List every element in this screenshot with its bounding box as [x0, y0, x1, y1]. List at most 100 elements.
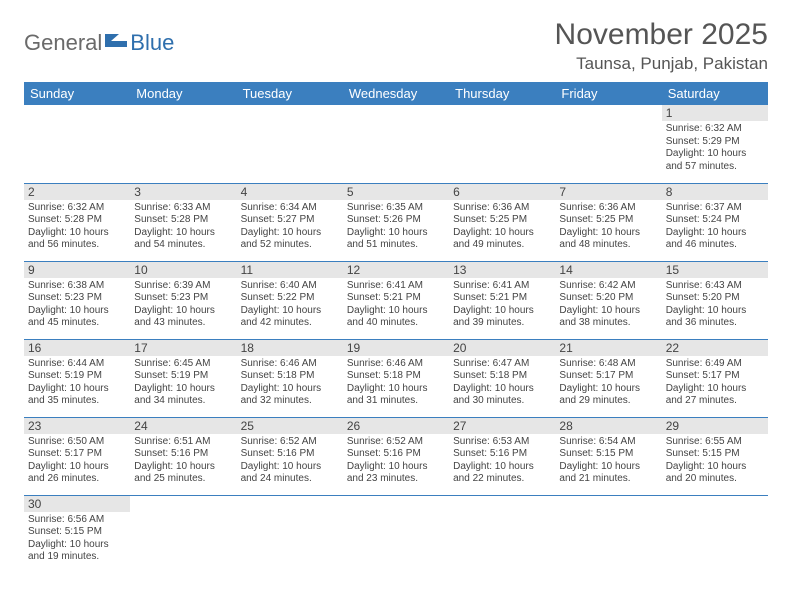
calendar-cell: 30Sunrise: 6:56 AMSunset: 5:15 PMDayligh… — [24, 495, 130, 573]
calendar-cell: 13Sunrise: 6:41 AMSunset: 5:21 PMDayligh… — [449, 261, 555, 339]
weekday-header: Monday — [130, 82, 236, 105]
day-details: Sunrise: 6:43 AMSunset: 5:20 PMDaylight:… — [662, 278, 768, 334]
day-number: 6 — [449, 184, 555, 200]
day-details: Sunrise: 6:40 AMSunset: 5:22 PMDaylight:… — [237, 278, 343, 334]
day-number: 27 — [449, 418, 555, 434]
calendar-cell: 14Sunrise: 6:42 AMSunset: 5:20 PMDayligh… — [555, 261, 661, 339]
calendar-cell: 18Sunrise: 6:46 AMSunset: 5:18 PMDayligh… — [237, 339, 343, 417]
calendar-cell: 11Sunrise: 6:40 AMSunset: 5:22 PMDayligh… — [237, 261, 343, 339]
calendar-cell — [24, 105, 130, 183]
day-number: 19 — [343, 340, 449, 356]
logo: General Blue — [24, 30, 174, 56]
calendar-cell: 12Sunrise: 6:41 AMSunset: 5:21 PMDayligh… — [343, 261, 449, 339]
day-number: 26 — [343, 418, 449, 434]
calendar-cell — [555, 105, 661, 183]
day-number: 17 — [130, 340, 236, 356]
weekday-header: Thursday — [449, 82, 555, 105]
weekday-header: Sunday — [24, 82, 130, 105]
day-number: 15 — [662, 262, 768, 278]
day-details: Sunrise: 6:45 AMSunset: 5:19 PMDaylight:… — [130, 356, 236, 412]
flag-icon — [105, 31, 127, 52]
day-details: Sunrise: 6:37 AMSunset: 5:24 PMDaylight:… — [662, 200, 768, 256]
calendar-cell: 20Sunrise: 6:47 AMSunset: 5:18 PMDayligh… — [449, 339, 555, 417]
logo-text-general: General — [24, 30, 102, 56]
calendar-cell — [237, 495, 343, 573]
calendar-cell: 21Sunrise: 6:48 AMSunset: 5:17 PMDayligh… — [555, 339, 661, 417]
day-number: 1 — [662, 105, 768, 121]
calendar-cell — [130, 105, 236, 183]
day-number: 7 — [555, 184, 661, 200]
calendar-cell: 29Sunrise: 6:55 AMSunset: 5:15 PMDayligh… — [662, 417, 768, 495]
day-details: Sunrise: 6:38 AMSunset: 5:23 PMDaylight:… — [24, 278, 130, 334]
day-details: Sunrise: 6:32 AMSunset: 5:29 PMDaylight:… — [662, 121, 768, 177]
calendar-cell — [662, 495, 768, 573]
day-details: Sunrise: 6:44 AMSunset: 5:19 PMDaylight:… — [24, 356, 130, 412]
weekday-header: Friday — [555, 82, 661, 105]
day-number: 13 — [449, 262, 555, 278]
day-details: Sunrise: 6:55 AMSunset: 5:15 PMDaylight:… — [662, 434, 768, 490]
day-details: Sunrise: 6:48 AMSunset: 5:17 PMDaylight:… — [555, 356, 661, 412]
day-details: Sunrise: 6:54 AMSunset: 5:15 PMDaylight:… — [555, 434, 661, 490]
logo-text-blue: Blue — [130, 30, 174, 56]
calendar-cell: 16Sunrise: 6:44 AMSunset: 5:19 PMDayligh… — [24, 339, 130, 417]
weekday-header: Wednesday — [343, 82, 449, 105]
calendar-cell — [555, 495, 661, 573]
weekday-header: Saturday — [662, 82, 768, 105]
calendar-cell: 1Sunrise: 6:32 AMSunset: 5:29 PMDaylight… — [662, 105, 768, 183]
day-number: 29 — [662, 418, 768, 434]
day-details: Sunrise: 6:46 AMSunset: 5:18 PMDaylight:… — [237, 356, 343, 412]
calendar-cell — [343, 105, 449, 183]
day-number: 25 — [237, 418, 343, 434]
calendar-cell: 9Sunrise: 6:38 AMSunset: 5:23 PMDaylight… — [24, 261, 130, 339]
day-details: Sunrise: 6:56 AMSunset: 5:15 PMDaylight:… — [24, 512, 130, 568]
calendar-cell — [343, 495, 449, 573]
day-number: 3 — [130, 184, 236, 200]
day-details: Sunrise: 6:41 AMSunset: 5:21 PMDaylight:… — [343, 278, 449, 334]
day-details: Sunrise: 6:35 AMSunset: 5:26 PMDaylight:… — [343, 200, 449, 256]
day-number: 28 — [555, 418, 661, 434]
day-number: 21 — [555, 340, 661, 356]
day-number: 12 — [343, 262, 449, 278]
location: Taunsa, Punjab, Pakistan — [555, 54, 768, 74]
calendar-row: 9Sunrise: 6:38 AMSunset: 5:23 PMDaylight… — [24, 261, 768, 339]
calendar-row: 30Sunrise: 6:56 AMSunset: 5:15 PMDayligh… — [24, 495, 768, 573]
day-details: Sunrise: 6:42 AMSunset: 5:20 PMDaylight:… — [555, 278, 661, 334]
day-number: 11 — [237, 262, 343, 278]
day-number: 22 — [662, 340, 768, 356]
day-details: Sunrise: 6:41 AMSunset: 5:21 PMDaylight:… — [449, 278, 555, 334]
calendar-cell: 6Sunrise: 6:36 AMSunset: 5:25 PMDaylight… — [449, 183, 555, 261]
calendar-cell: 27Sunrise: 6:53 AMSunset: 5:16 PMDayligh… — [449, 417, 555, 495]
day-number: 14 — [555, 262, 661, 278]
calendar-cell: 4Sunrise: 6:34 AMSunset: 5:27 PMDaylight… — [237, 183, 343, 261]
calendar-cell: 5Sunrise: 6:35 AMSunset: 5:26 PMDaylight… — [343, 183, 449, 261]
calendar-row: 1Sunrise: 6:32 AMSunset: 5:29 PMDaylight… — [24, 105, 768, 183]
calendar-cell: 8Sunrise: 6:37 AMSunset: 5:24 PMDaylight… — [662, 183, 768, 261]
weekday-header: Tuesday — [237, 82, 343, 105]
calendar-cell: 23Sunrise: 6:50 AMSunset: 5:17 PMDayligh… — [24, 417, 130, 495]
calendar-cell: 17Sunrise: 6:45 AMSunset: 5:19 PMDayligh… — [130, 339, 236, 417]
calendar-table: Sunday Monday Tuesday Wednesday Thursday… — [24, 82, 768, 573]
day-number: 8 — [662, 184, 768, 200]
calendar-cell: 26Sunrise: 6:52 AMSunset: 5:16 PMDayligh… — [343, 417, 449, 495]
calendar-cell: 22Sunrise: 6:49 AMSunset: 5:17 PMDayligh… — [662, 339, 768, 417]
calendar-cell — [130, 495, 236, 573]
day-number: 9 — [24, 262, 130, 278]
day-number: 5 — [343, 184, 449, 200]
calendar-cell: 19Sunrise: 6:46 AMSunset: 5:18 PMDayligh… — [343, 339, 449, 417]
day-details: Sunrise: 6:39 AMSunset: 5:23 PMDaylight:… — [130, 278, 236, 334]
day-number: 20 — [449, 340, 555, 356]
month-title: November 2025 — [555, 18, 768, 52]
day-details: Sunrise: 6:49 AMSunset: 5:17 PMDaylight:… — [662, 356, 768, 412]
day-details: Sunrise: 6:34 AMSunset: 5:27 PMDaylight:… — [237, 200, 343, 256]
day-details: Sunrise: 6:32 AMSunset: 5:28 PMDaylight:… — [24, 200, 130, 256]
day-details: Sunrise: 6:53 AMSunset: 5:16 PMDaylight:… — [449, 434, 555, 490]
calendar-cell: 10Sunrise: 6:39 AMSunset: 5:23 PMDayligh… — [130, 261, 236, 339]
day-number: 23 — [24, 418, 130, 434]
calendar-cell: 25Sunrise: 6:52 AMSunset: 5:16 PMDayligh… — [237, 417, 343, 495]
calendar-cell — [237, 105, 343, 183]
day-number: 18 — [237, 340, 343, 356]
day-details: Sunrise: 6:33 AMSunset: 5:28 PMDaylight:… — [130, 200, 236, 256]
calendar-cell — [449, 105, 555, 183]
day-number: 16 — [24, 340, 130, 356]
calendar-cell — [449, 495, 555, 573]
